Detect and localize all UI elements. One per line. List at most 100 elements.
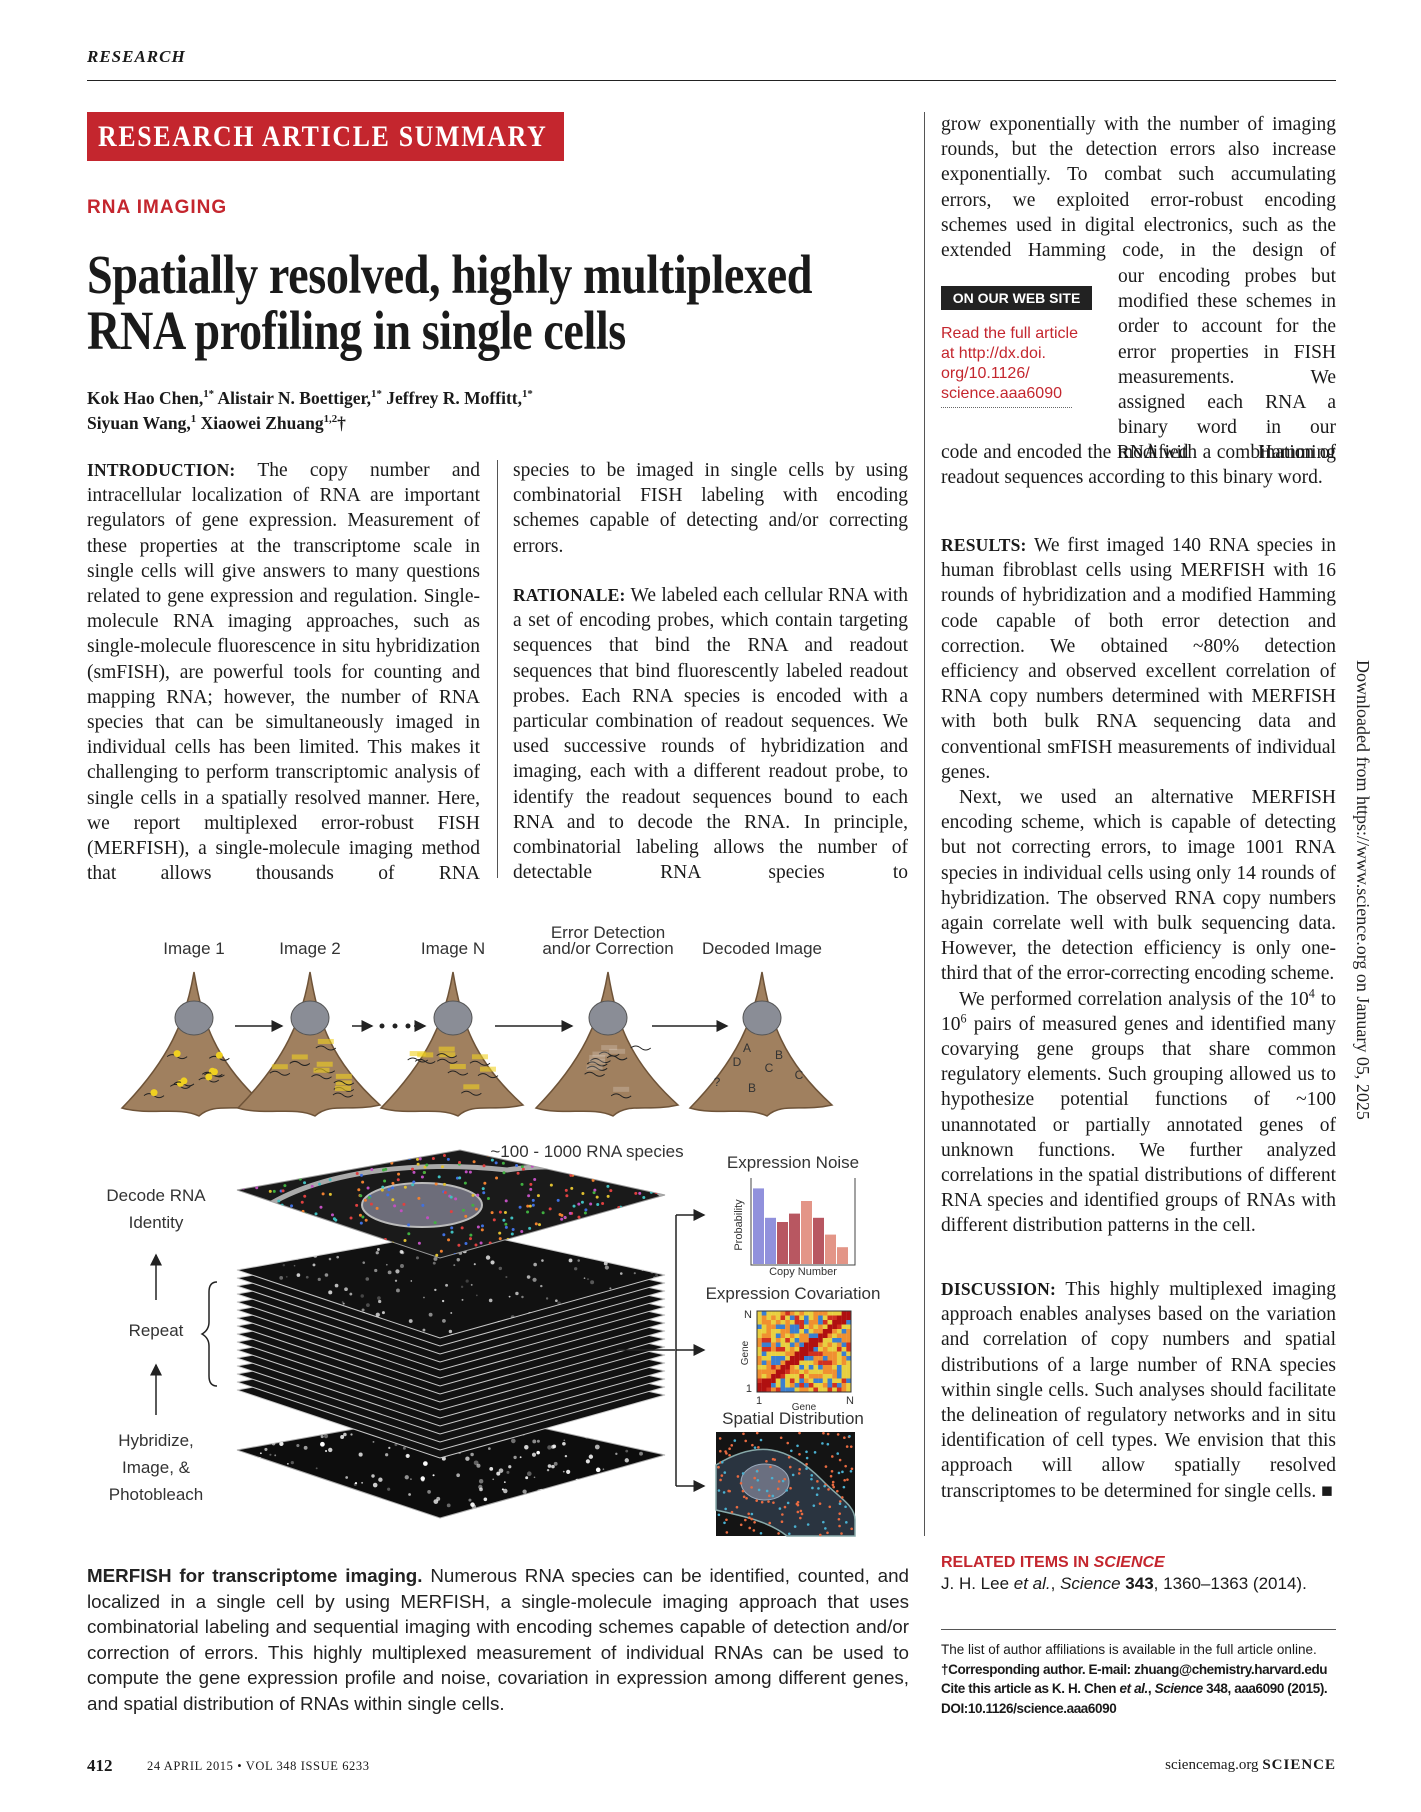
spot xyxy=(248,1501,251,1504)
web-box-link[interactable]: Read the full article at http://dx.doi. … xyxy=(941,324,1091,404)
heatmap-cell xyxy=(841,1378,847,1384)
cell xyxy=(120,971,266,1117)
step-label: Image, & xyxy=(122,1458,191,1477)
spot xyxy=(374,1268,378,1273)
link-line[interactable]: at http://dx.doi. xyxy=(941,345,1046,362)
heatmap-cell xyxy=(827,1311,833,1316)
rna-spot xyxy=(403,1185,407,1189)
heatmap-cell xyxy=(771,1315,776,1321)
heatmap-cell xyxy=(780,1342,786,1348)
spot xyxy=(614,1434,618,1438)
rna-spot xyxy=(458,1160,462,1164)
rna-spot xyxy=(787,1455,791,1459)
rna-spot xyxy=(844,1505,847,1509)
code-tag xyxy=(449,1063,466,1069)
rna-spot xyxy=(510,1232,514,1236)
rna-spot xyxy=(824,1527,827,1530)
rna-spot xyxy=(391,1198,395,1202)
rna-spot xyxy=(417,1241,421,1245)
spot xyxy=(376,1248,380,1251)
spot xyxy=(313,1253,316,1256)
text-run: 1* xyxy=(371,388,382,401)
rna-spot xyxy=(845,1521,848,1524)
spot xyxy=(508,1295,511,1298)
rna-spot xyxy=(498,1237,502,1241)
rna-spot xyxy=(461,1208,465,1212)
rna-strand xyxy=(630,1045,652,1051)
rna-spot xyxy=(482,1191,486,1195)
rna-spot xyxy=(412,1180,416,1184)
spot xyxy=(354,1481,358,1485)
rationale-continued: grow exponentially with the number of im… xyxy=(941,112,1336,263)
heatmap-cell xyxy=(804,1374,809,1379)
rna-spot xyxy=(498,1231,502,1235)
heatmap-cell xyxy=(794,1369,800,1375)
spot xyxy=(287,1463,289,1465)
spot xyxy=(506,1503,512,1509)
heatmap-cell xyxy=(846,1333,852,1339)
spot xyxy=(601,1249,606,1253)
spot xyxy=(633,1410,638,1415)
rna-spot xyxy=(520,1229,524,1233)
rna-strand xyxy=(590,1058,611,1064)
heatmap-cell xyxy=(775,1387,781,1393)
heatmap-cell xyxy=(789,1356,795,1361)
rna-spot xyxy=(369,1202,373,1206)
rna-spot xyxy=(490,1158,494,1162)
spot xyxy=(448,1329,453,1334)
heatmap-cell xyxy=(794,1383,800,1388)
rna-spot xyxy=(450,1226,454,1230)
link-line[interactable]: Read the full article xyxy=(941,325,1078,342)
rna-spot xyxy=(577,1215,581,1219)
section-label: RESULTS: xyxy=(941,535,1027,555)
rna-spot xyxy=(741,1489,745,1493)
nucleus xyxy=(174,1000,214,1036)
rna-spot xyxy=(471,1203,475,1207)
link-line[interactable]: org/10.1126/ xyxy=(941,365,1030,382)
heatmap-cell xyxy=(757,1351,762,1357)
rna-spot xyxy=(611,1239,615,1243)
spot xyxy=(600,1244,605,1250)
spot xyxy=(533,1476,536,1479)
rna-spot xyxy=(303,1243,307,1247)
panel-title: Spatial Distribution xyxy=(722,1409,864,1428)
rna-spot xyxy=(796,1500,800,1504)
rna-strand xyxy=(311,1074,332,1080)
spot xyxy=(658,1265,661,1268)
rna-spot xyxy=(805,1456,809,1460)
rna-spot xyxy=(330,1213,334,1217)
rna-spot xyxy=(830,1469,834,1473)
rna-spot xyxy=(393,1204,397,1208)
heatmap-cell xyxy=(827,1333,833,1339)
rna-spot xyxy=(252,1247,256,1251)
cell xyxy=(534,971,680,1117)
heatmap-cell xyxy=(771,1329,776,1334)
rna-spot xyxy=(417,1196,421,1200)
heatmap-cell xyxy=(836,1338,842,1343)
rna-spot xyxy=(531,1198,535,1202)
heatmap-cell xyxy=(799,1383,805,1388)
link-line[interactable]: science.aaa6090 xyxy=(941,385,1062,402)
rna-spot xyxy=(520,1165,524,1169)
heatmap-cell xyxy=(780,1329,786,1334)
spot xyxy=(394,1279,398,1282)
spot xyxy=(252,1481,257,1486)
heatmap-cell xyxy=(757,1338,762,1343)
rna-spot xyxy=(258,1207,262,1211)
rna-spot xyxy=(838,1512,842,1515)
spot xyxy=(526,1471,532,1477)
rna-spot xyxy=(560,1217,564,1221)
heatmap-cell xyxy=(789,1387,795,1393)
heatmap-cell xyxy=(822,1342,828,1348)
rna-spot xyxy=(358,1213,362,1217)
rna-spot xyxy=(246,1152,250,1156)
spot xyxy=(613,1244,617,1248)
heatmap-cell xyxy=(832,1342,837,1348)
spot xyxy=(372,1482,378,1488)
note: Cite this article as K. H. Chen et al., … xyxy=(941,1679,1336,1718)
rna-spot xyxy=(245,1228,249,1232)
rna-spot xyxy=(819,1533,822,1537)
rna-spot xyxy=(750,1512,754,1516)
rna-spot xyxy=(608,1164,612,1168)
heatmap-cell xyxy=(832,1347,837,1352)
